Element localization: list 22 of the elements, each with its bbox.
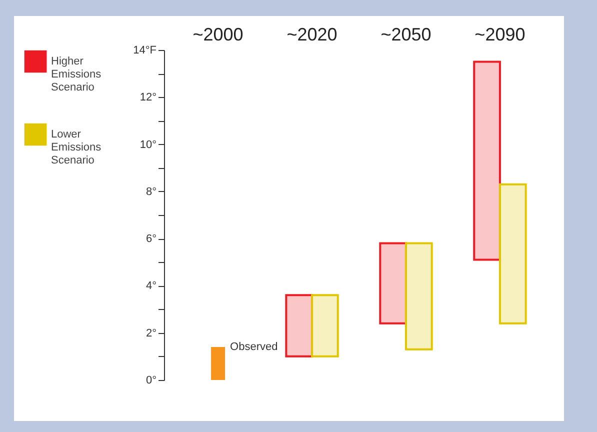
x-tick-label: ~2000 — [192, 24, 244, 44]
bar — [498, 183, 527, 324]
legend-label: Lower Emissions Scenario — [51, 128, 102, 166]
y-tick-label: 6° — [146, 233, 156, 246]
legend-label: Higher Emissions Scenario — [51, 56, 102, 94]
bar — [285, 294, 314, 358]
series-label: Observed — [230, 341, 278, 353]
x-tick-label: ~2050 — [380, 24, 432, 44]
y-tick-label: 4° — [146, 280, 156, 292]
y-tick-label: 10° — [140, 138, 156, 151]
x-tick-label: ~2020 — [286, 24, 338, 44]
y-tick-label: 8° — [146, 186, 156, 198]
x-tick-label: ~2090 — [474, 24, 526, 44]
y-tick-label: 12° — [140, 92, 156, 104]
y-tick-label: 14°F — [133, 44, 157, 56]
bar — [473, 60, 501, 261]
bar — [311, 294, 339, 358]
bar — [211, 347, 226, 380]
y-tick-label: 2° — [146, 327, 156, 340]
bar — [404, 242, 433, 350]
y-tick-label: 0° — [146, 374, 156, 386]
bar — [379, 242, 407, 324]
